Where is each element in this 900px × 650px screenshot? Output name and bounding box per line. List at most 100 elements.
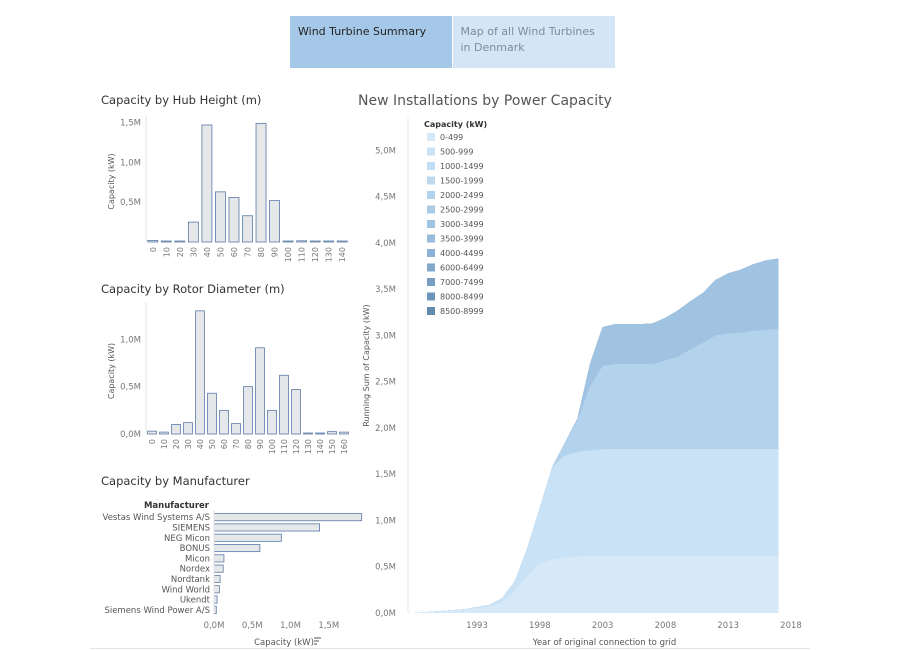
bar: [228, 197, 240, 243]
legend-label: 6000-6499: [440, 264, 484, 273]
x-tick-label: 100: [284, 247, 293, 262]
x-tick-label: 80: [257, 247, 266, 257]
x-tick-label: 90: [271, 247, 280, 257]
manufacturer-label: SIEMENS: [172, 523, 210, 533]
x-tick-label: 0: [148, 439, 157, 444]
y-tick-label: 4,0M: [375, 239, 396, 249]
legend-label: 2500-2999: [440, 206, 484, 215]
bar: [159, 431, 169, 435]
x-tick-label: 30: [189, 247, 198, 257]
hub-height-chart-title: Capacity by Hub Height (m): [101, 93, 262, 107]
x-tick-label: 2003: [592, 621, 614, 631]
tab-wind-turbine-summary[interactable]: Wind Turbine Summary: [290, 16, 452, 68]
dashboard-tabs: Wind Turbine Summary Map of all Wind Tur…: [290, 16, 615, 68]
x-tick-label: 60: [220, 439, 229, 449]
area-series: [414, 555, 779, 613]
x-tick-label: 60: [230, 247, 239, 257]
x-tick-label: 10: [162, 247, 171, 257]
legend-label: 8000-8499: [440, 293, 484, 302]
manufacturer-label: BONUS: [180, 544, 210, 554]
bar: [231, 423, 241, 435]
x-tick-label: 50: [208, 439, 217, 449]
manufacturer-label: Micon: [185, 554, 210, 564]
x-tick-label: 140: [316, 439, 325, 454]
legend-swatch: [427, 263, 435, 272]
manufacturer-label: Vestas Wind Systems A/S: [103, 513, 210, 523]
x-tick-label: 120: [292, 439, 301, 454]
bar: [242, 215, 253, 243]
legend-swatch: [427, 307, 435, 315]
bar: [183, 422, 193, 435]
x-tick-label: 40: [196, 439, 205, 449]
x-tick-label: 1998: [529, 621, 551, 631]
x-tick-label: 110: [298, 247, 307, 262]
legend-title: Capacity (kW): [424, 120, 487, 129]
bar: [282, 240, 294, 243]
x-tick-label: 110: [280, 439, 289, 454]
bar: [255, 122, 267, 243]
legend-label: 1500-1999: [440, 177, 484, 186]
y-axis-title: Capacity (kW): [107, 153, 116, 209]
legend-label: 3000-3499: [440, 220, 484, 229]
x-tick-label: 50: [216, 247, 225, 257]
rotor-diameter-chart-title: Capacity by Rotor Diameter (m): [101, 282, 285, 296]
bar: [174, 240, 186, 243]
y-axis-title: Running Sum of Capacity (kW): [362, 304, 371, 426]
y-tick-label: 1,0M: [120, 158, 141, 168]
x-tick-label: 130: [325, 247, 334, 262]
bar: [291, 389, 301, 435]
x-tick-label: 130: [304, 439, 313, 454]
x-tick-label: 20: [176, 247, 185, 257]
legend-swatch: [427, 234, 435, 243]
y-tick-label: 3,5M: [375, 285, 396, 295]
x-tick-label: 150: [328, 439, 337, 454]
x-tick-label: 2008: [655, 621, 677, 631]
bar: [303, 432, 313, 435]
x-tick-label: 10: [160, 439, 169, 449]
bar: [255, 347, 265, 435]
bar: [327, 431, 337, 435]
installations-chart-title: New Installations by Power Capacity: [358, 93, 612, 109]
x-tick-label: 1,0M: [280, 621, 301, 631]
bar: [160, 240, 172, 243]
x-tick-label: 90: [256, 439, 265, 449]
y-tick-label: 0,0M: [120, 430, 141, 440]
x-axis-title: Capacity (kW): [254, 638, 314, 648]
legend-label: 2000-2499: [440, 191, 484, 200]
manufacturer-label: Wind World: [162, 585, 210, 595]
bar: [323, 240, 335, 243]
manufacturer-chart-title: Capacity by Manufacturer: [101, 474, 250, 488]
y-tick-label: 1,5M: [120, 119, 141, 129]
x-tick-label: 40: [203, 247, 212, 257]
legend-label: 0-499: [440, 133, 463, 142]
bar: [147, 240, 159, 243]
legend-swatch: [427, 147, 435, 156]
tab-map-of-wind-turbines[interactable]: Map of all Wind Turbines in Denmark: [452, 16, 615, 68]
legend-swatch: [427, 162, 435, 170]
x-tick-label: 70: [244, 247, 253, 257]
y-tick-label: 4,5M: [375, 193, 396, 203]
x-tick-label: 2018: [780, 621, 802, 631]
sort-icon: [314, 637, 321, 645]
bar: [309, 240, 321, 243]
legend-label: 3500-3999: [440, 235, 484, 244]
legend-label: 500-999: [440, 148, 473, 157]
legend-label: 1000-1499: [440, 162, 484, 171]
manufacturer-label: NEG Micon: [164, 534, 210, 544]
legend-swatch: [427, 220, 435, 228]
y-axis-title: Capacity (kW): [107, 343, 116, 399]
x-tick-label: 0,5M: [242, 621, 263, 631]
bar: [171, 424, 181, 435]
y-tick-label: 3,0M: [375, 331, 396, 341]
bar: [215, 191, 226, 243]
x-tick-label: 2013: [717, 621, 739, 631]
x-tick-label: 0: [149, 247, 158, 252]
bar: [187, 221, 199, 243]
y-tick-label: 0,5M: [120, 198, 141, 208]
manufacturer-label: Nordtank: [171, 575, 210, 585]
y-tick-label: 1,5M: [375, 470, 396, 480]
x-tick-label: 1993: [466, 621, 488, 631]
legend-swatch: [427, 205, 435, 214]
x-tick-label: 1,5M: [318, 621, 339, 631]
bar: [219, 409, 229, 435]
